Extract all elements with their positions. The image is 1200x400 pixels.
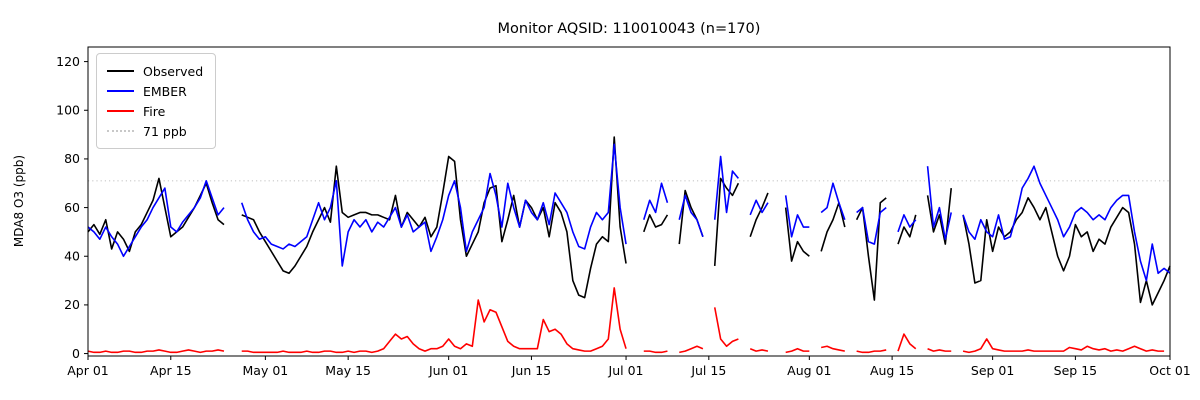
x-tick-label: Sep 01: [971, 363, 1014, 378]
legend-item-ember: EMBER: [107, 81, 203, 101]
y-tick-label: 40: [64, 249, 80, 264]
x-tick-label: Jun 01: [428, 363, 468, 378]
x-tick-label: Jun 15: [511, 363, 551, 378]
plot-frame: [87, 46, 1171, 357]
x-tick-label: Aug 01: [787, 363, 831, 378]
fire-line-swatch: [107, 110, 134, 112]
y-tick-label: 80: [64, 151, 80, 166]
x-tick-label: Sep 15: [1054, 363, 1097, 378]
y-tick-label: 60: [64, 200, 80, 215]
chart-title: Monitor AQSID: 110010043 (n=170): [497, 21, 761, 37]
x-tick-label: Aug 15: [870, 363, 914, 378]
observed-series-line: [87, 136, 1171, 306]
y-tick-label: 20: [64, 297, 80, 312]
x-tick-label: May 15: [325, 363, 371, 378]
legend-label-fire: Fire: [143, 103, 166, 119]
x-tick-label: Apr 15: [150, 363, 192, 378]
y-axis-label: MDA8 O3 (ppb): [12, 154, 26, 248]
legend-item-observed: Observed: [107, 61, 203, 81]
legend-item-fire: Fire: [107, 101, 203, 121]
legend-label-threshold: 71 ppb: [143, 123, 187, 139]
fire-series-line: [87, 287, 1165, 354]
ember-line-swatch: [107, 90, 134, 92]
legend-label-ember: EMBER: [143, 83, 187, 99]
legend: Observed EMBER Fire 71 ppb: [96, 53, 217, 149]
x-tick-label: Oct 01: [1149, 363, 1191, 378]
x-tick-label: Apr 01: [67, 363, 109, 378]
x-tick-label: Jul 15: [690, 363, 726, 378]
ember-series-line: [87, 143, 1171, 282]
observed-line-swatch: [107, 70, 134, 72]
legend-item-threshold: 71 ppb: [107, 121, 203, 141]
threshold-line-swatch: [107, 130, 134, 132]
y-tick-label: 120: [56, 54, 80, 69]
y-tick-label: 100: [56, 103, 80, 118]
y-tick-label: 0: [72, 346, 80, 361]
legend-label-observed: Observed: [143, 63, 204, 79]
x-tick-label: May 01: [243, 363, 289, 378]
x-tick-label: Jul 01: [608, 363, 644, 378]
